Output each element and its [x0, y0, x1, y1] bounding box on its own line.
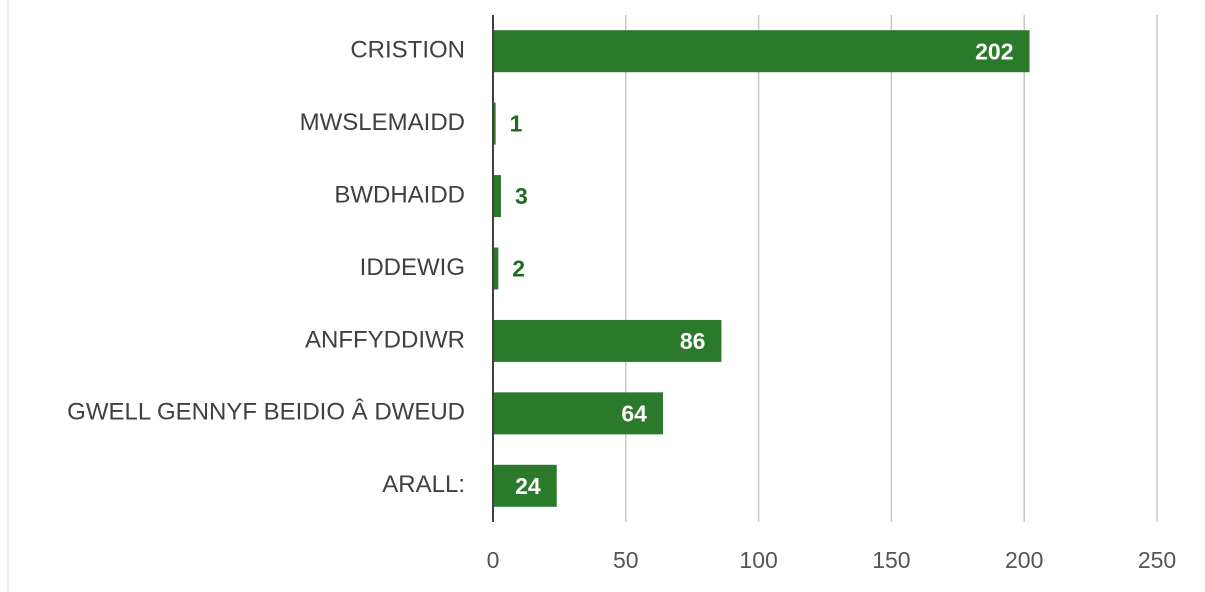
category-label: ARALL: — [382, 471, 465, 498]
category-label: IDDEWIG — [360, 254, 465, 281]
value-label: 64 — [621, 400, 647, 426]
x-tick-label: 0 — [487, 547, 500, 573]
bar — [493, 319, 722, 362]
value-label: 2 — [512, 256, 525, 282]
value-label: 86 — [680, 328, 706, 354]
bar — [493, 247, 499, 290]
category-label: CRISTION — [350, 37, 465, 64]
x-tick-label: 250 — [1138, 547, 1176, 573]
value-label: 202 — [975, 38, 1013, 64]
value-label: 24 — [515, 473, 541, 499]
x-tick-label: 50 — [613, 547, 639, 573]
category-label: ANFFYDDIWR — [305, 326, 465, 353]
bar — [493, 175, 501, 218]
x-tick-label: 150 — [872, 547, 910, 573]
category-label: MWSLEMAIDD — [300, 109, 465, 136]
category-label: BWDHAIDD — [334, 181, 465, 208]
category-label: GWELL GENNYF BEIDIO Â DWEUD — [67, 399, 465, 426]
bar — [493, 102, 496, 145]
x-tick-label: 100 — [739, 547, 777, 573]
bar — [493, 30, 1030, 73]
value-label: 1 — [510, 111, 523, 137]
value-label: 3 — [515, 183, 528, 209]
x-tick-label: 200 — [1005, 547, 1043, 573]
bar — [493, 392, 663, 435]
bar — [493, 464, 557, 507]
